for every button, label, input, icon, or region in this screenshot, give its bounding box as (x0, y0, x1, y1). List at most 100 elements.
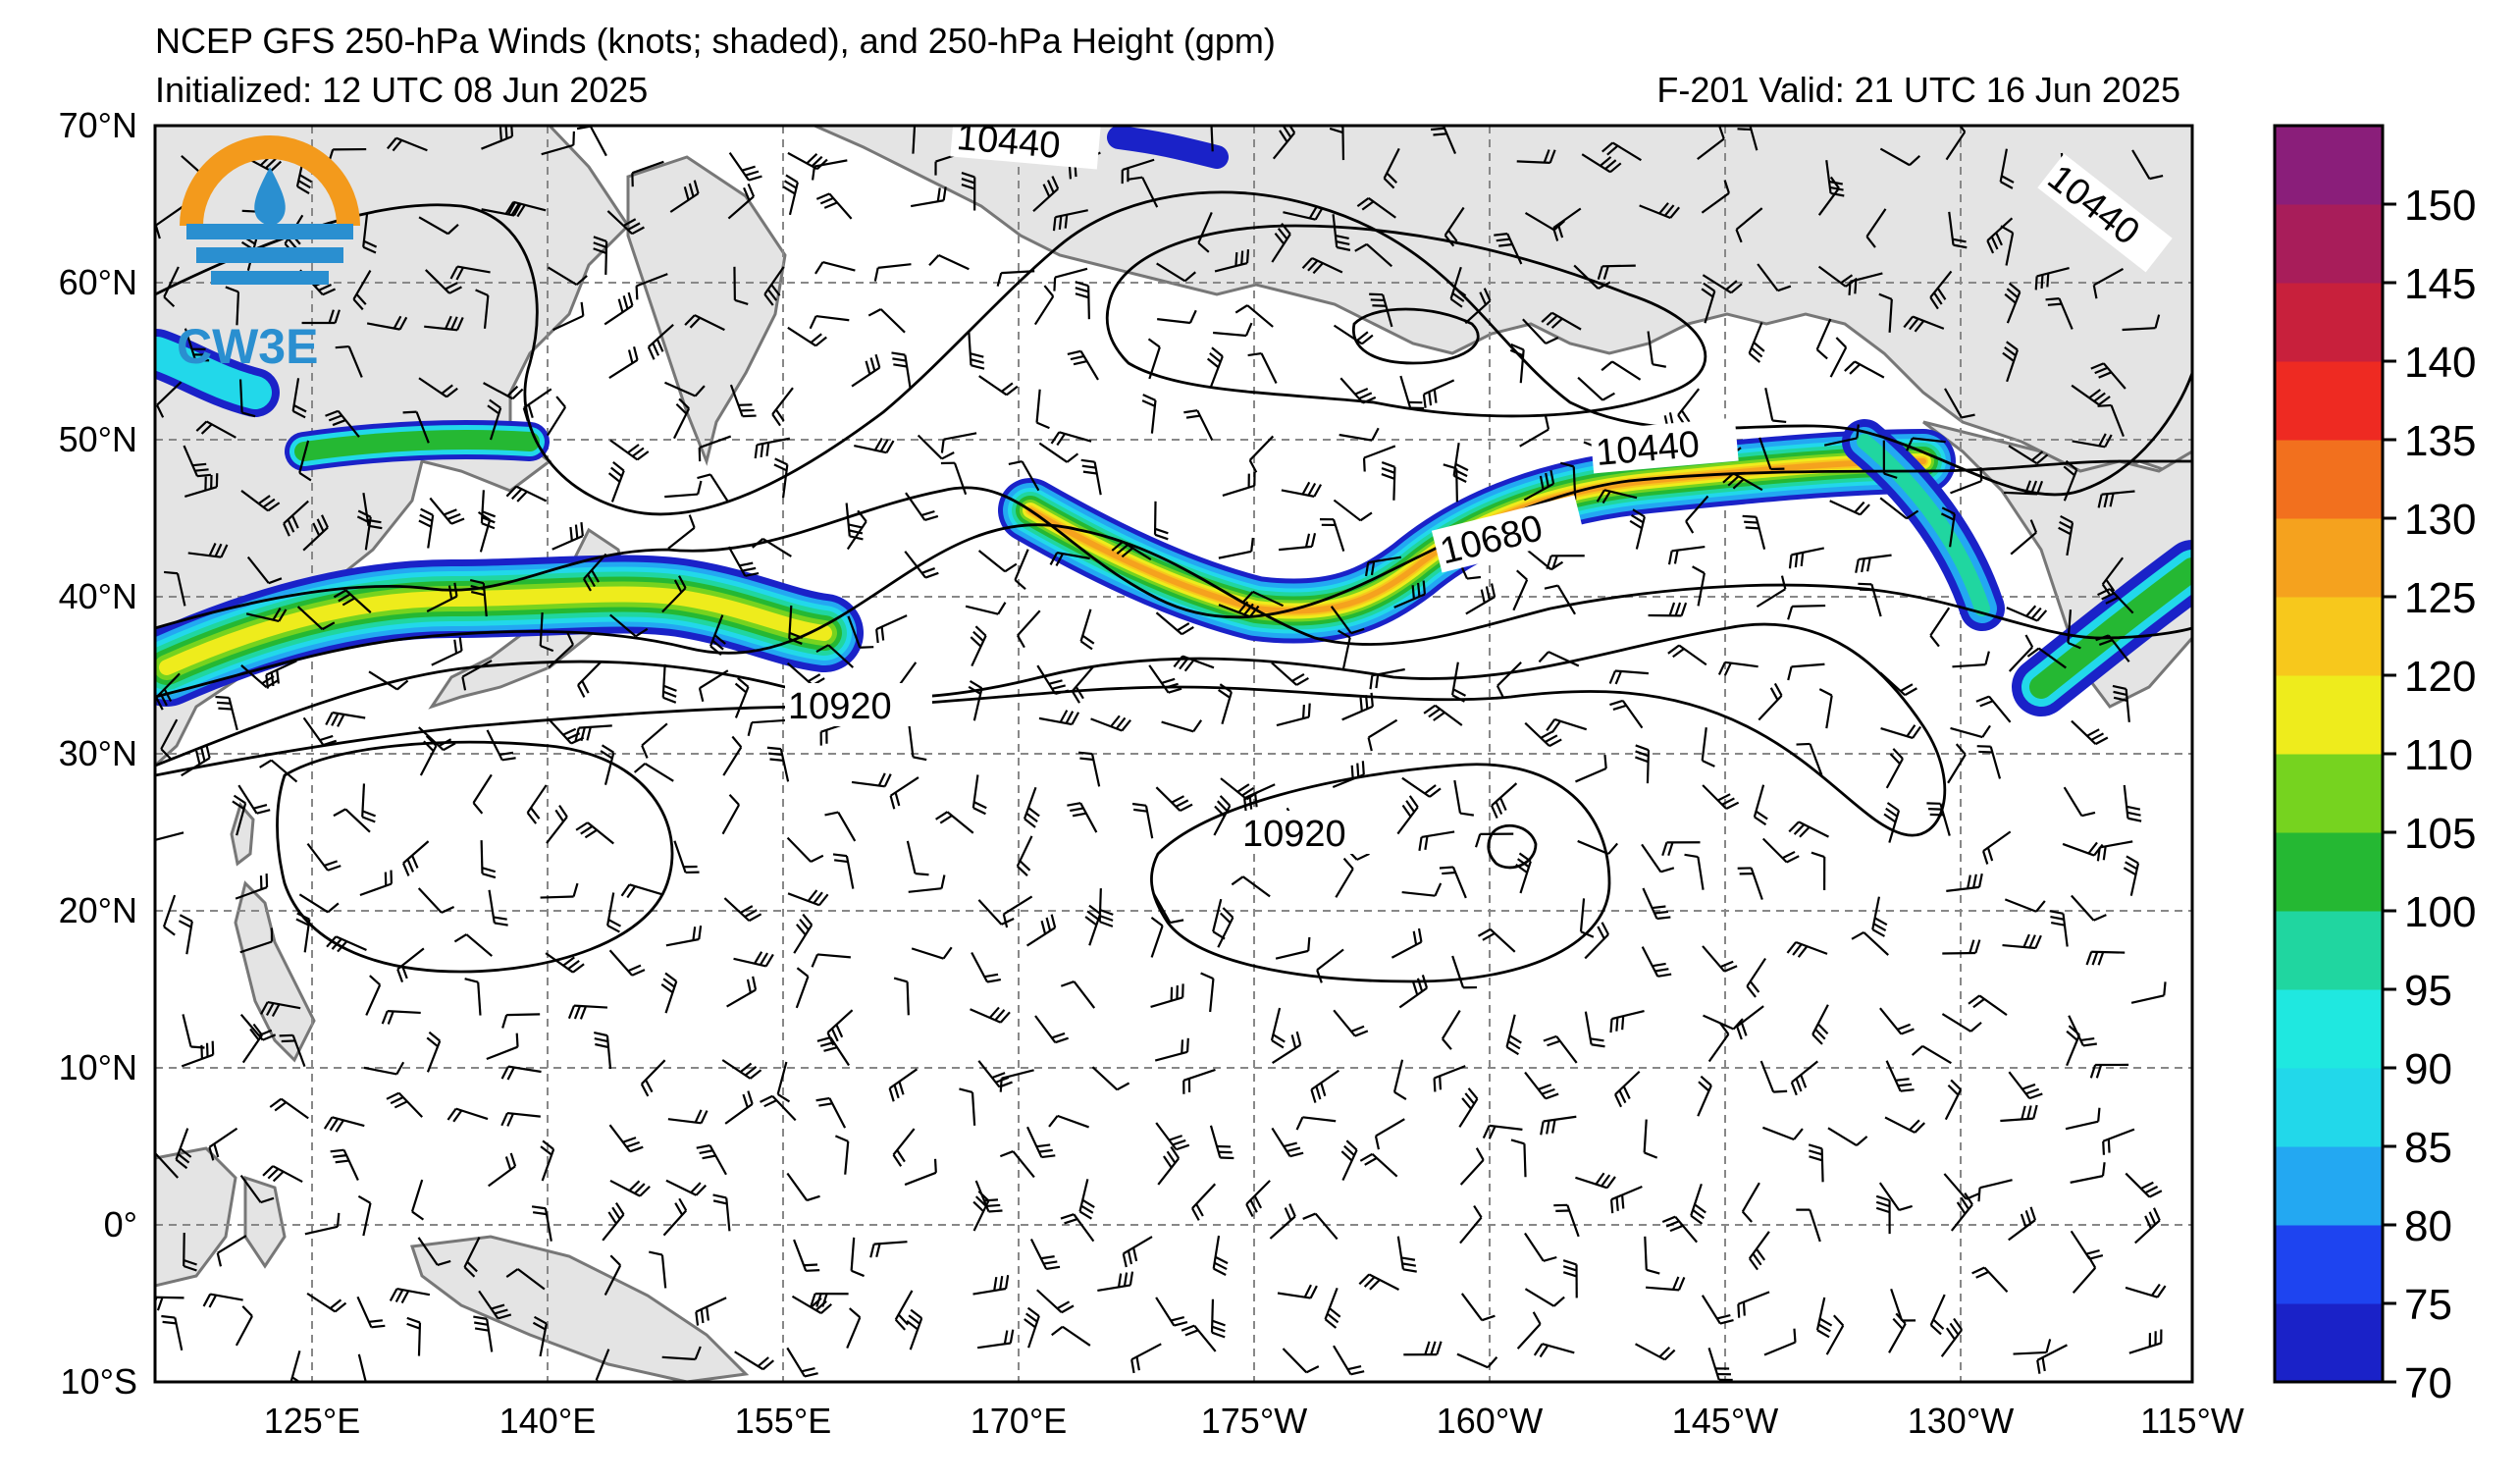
wind-barb (1516, 1311, 1542, 1350)
wind-barb (1763, 1328, 1797, 1356)
wind-barb (1016, 835, 1033, 876)
wind-barb (410, 1179, 425, 1221)
wind-barb (1825, 1314, 1845, 1355)
wind-barb (1053, 267, 1088, 291)
colorbar-segment (2275, 675, 2383, 755)
wind-barb (2071, 719, 2109, 746)
wind-barb (552, 301, 585, 332)
wind-barb (296, 606, 336, 631)
colorbar-segment (2275, 1225, 2383, 1304)
wind-barb (661, 575, 687, 613)
wind-barb (545, 952, 585, 974)
wind-barb (2063, 786, 2096, 818)
wind-barb (1761, 837, 1800, 864)
wind-barb (425, 269, 462, 294)
wind-barb (1888, 1312, 1907, 1353)
wind-barb (2097, 490, 2135, 508)
chart-title: NCEP GFS 250-hPa Winds (knots; shaded), … (155, 21, 1276, 61)
wind-barb (1829, 337, 1848, 378)
borneo (155, 1146, 237, 1288)
wind-barb (2071, 384, 2111, 406)
wind-barb (1629, 508, 1646, 550)
wind-barb (2049, 910, 2069, 947)
wind-barb (1191, 1183, 1217, 1221)
wind-barb (1155, 1122, 1190, 1151)
wind-barb (873, 263, 912, 282)
wind-barb (1952, 651, 1990, 668)
wind-barb (1878, 292, 1893, 333)
colorbar-segment (2275, 283, 2383, 362)
wind-barb (776, 1061, 791, 1103)
wind-barb (696, 1143, 727, 1176)
wind-barb (1324, 1288, 1341, 1329)
wind-barb (2008, 1071, 2043, 1100)
wind-barb (1644, 1236, 1660, 1275)
colorbar-tick-label: 150 (2404, 182, 2476, 230)
wind-barb (1024, 1306, 1040, 1349)
wind-barb (609, 439, 650, 461)
wind-barb (2096, 840, 2133, 862)
wind-barb (237, 784, 271, 815)
wind-barb (1929, 607, 1951, 648)
wind-barb (155, 1152, 180, 1179)
wind-barb (1742, 514, 1766, 550)
wind-barb (160, 718, 179, 760)
wind-barb (2008, 445, 2049, 465)
wind-barb (1880, 724, 1922, 740)
lat-label-0: 0° (104, 1204, 137, 1245)
lat-label-30n: 30°N (59, 733, 137, 773)
wind-barb (782, 174, 799, 216)
wind-barb (1519, 415, 1550, 448)
wind-barb (260, 1000, 301, 1018)
wind-barb (1707, 1348, 1733, 1382)
wind-barb (1643, 1119, 1658, 1159)
colorbar-segment (2275, 754, 2383, 833)
wind-barb (976, 1329, 1015, 1350)
wind-barb (1950, 724, 1991, 739)
wind-barb (1213, 795, 1232, 836)
wind-barb (1025, 914, 1057, 947)
wind-barb (1034, 1015, 1069, 1044)
wind-barb (2066, 1025, 2081, 1067)
wind-barb (793, 913, 814, 954)
wind-barb (453, 933, 493, 957)
wind-barb (239, 1174, 275, 1204)
wind-barb (604, 291, 634, 326)
height-contour-mid (155, 523, 2192, 699)
wind-barb (1541, 311, 1582, 331)
wind-barb (1522, 318, 1559, 344)
wind-barb (1646, 1276, 1686, 1292)
wind-barb (330, 1148, 359, 1181)
wind-barb (1848, 272, 1883, 295)
wind-barb (2034, 266, 2070, 291)
wind-barb (547, 396, 567, 437)
wind-barb (908, 723, 927, 762)
cw3e-logo: CW3E (177, 135, 360, 374)
wind-barb (480, 840, 497, 879)
wind-barb (2004, 898, 2046, 913)
wind-barb (387, 136, 428, 152)
wind-barb (1757, 263, 1792, 292)
wind-barb (665, 1179, 708, 1196)
wind-barb (727, 183, 756, 220)
wind-barb (2065, 1107, 2101, 1131)
wind-barb (195, 420, 236, 439)
wind-barb (728, 151, 762, 182)
wind-barb (1885, 748, 1904, 789)
wind-barb (279, 1033, 306, 1068)
colorbar-tick-label: 120 (2404, 653, 2476, 701)
wind-barb (1885, 1060, 1915, 1092)
wind-barb (417, 887, 455, 914)
wind-barb (1584, 1011, 1605, 1048)
wind-barb (402, 410, 430, 444)
wind-barb (2045, 297, 2074, 330)
wind-barb (163, 570, 186, 607)
wind-barb (1079, 609, 1095, 651)
wind-barb (2123, 784, 2142, 822)
lat-label-10s: 10°S (61, 1361, 137, 1402)
wind-barb (1032, 176, 1060, 213)
wind-barb (1538, 651, 1580, 667)
wind-barb (567, 1004, 608, 1020)
wind-barb (1981, 830, 2012, 865)
wind-barb (2097, 403, 2125, 438)
